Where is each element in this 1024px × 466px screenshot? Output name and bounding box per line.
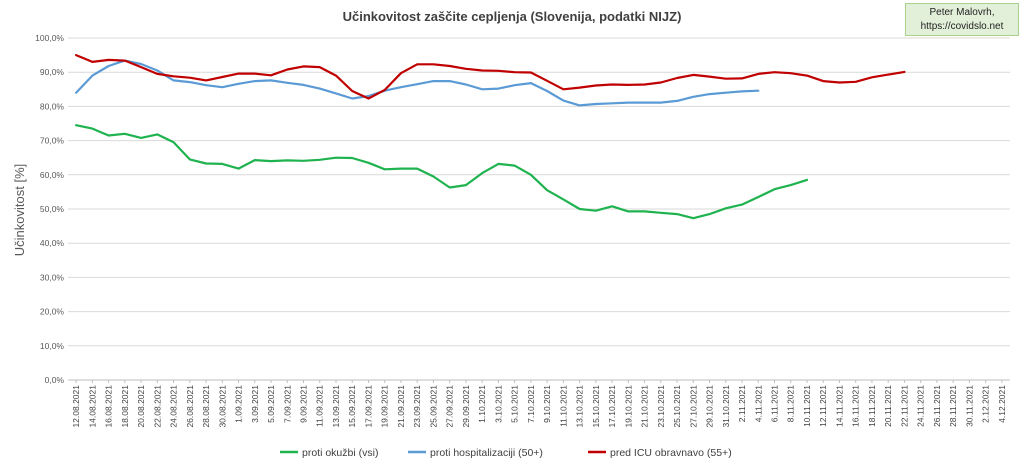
- x-tick-label: 20.08.2021: [136, 385, 146, 428]
- x-tick-label: 26.08.2021: [185, 385, 195, 428]
- x-tick-label: 30.08.2021: [217, 385, 227, 428]
- y-tick-label: 20,0%: [40, 307, 65, 317]
- credit-box: Peter Malovrh, https://covidslo.net: [905, 3, 1019, 36]
- x-tick-label: 15.09.2021: [347, 385, 357, 428]
- x-tick-label: 3.09.2021: [250, 385, 260, 423]
- x-tick-label: 20.11.2021: [883, 385, 893, 427]
- x-tick-label: 3.10.2021: [493, 385, 503, 423]
- y-tick-label: 70,0%: [40, 136, 65, 146]
- x-tick-label: 18.11.2021: [867, 385, 877, 427]
- y-axis-ticks: 0,0% 10,0% 20,0% 30,0% 40,0% 50,0% 60,0% 70,0% 8…: [35, 33, 64, 385]
- x-axis-ticks: 12.08.2021 14.08.2021 16.08.2021 18.08.2021…: [71, 380, 1007, 428]
- y-tick-label: 10,0%: [40, 341, 65, 351]
- gridlines: [68, 37, 1010, 381]
- x-tick-label: 5.09.2021: [266, 385, 276, 423]
- x-tick-label: 1.09.2021: [234, 385, 244, 423]
- x-tick-label: 4.11.2021: [753, 385, 763, 422]
- x-tick-label: 22.11.2021: [899, 385, 909, 427]
- series-lines: [75, 54, 906, 220]
- x-tick-label: 24.08.2021: [169, 385, 179, 428]
- credit-url: https://covidslo.net: [920, 21, 1004, 32]
- y-tick-label: 90,0%: [40, 67, 65, 77]
- x-tick-label: 9.09.2021: [299, 385, 309, 423]
- x-tick-label: 30.11.2021: [964, 385, 974, 427]
- x-tick-label: 18.08.2021: [120, 385, 130, 428]
- series-line-3: [75, 54, 906, 100]
- x-tick-label: 15.10.2021: [591, 385, 601, 428]
- x-tick-label: 17.10.2021: [607, 385, 617, 428]
- x-tick-label: 21.10.2021: [640, 385, 650, 428]
- x-tick-label: 25.10.2021: [672, 385, 682, 428]
- y-tick-label: 0,0%: [45, 375, 65, 385]
- y-tick-label: 60,0%: [40, 170, 65, 180]
- x-tick-label: 24.11.2021: [916, 385, 926, 427]
- x-tick-label: 7.10.2021: [526, 385, 536, 423]
- y-axis-label: Učinkovitost [%]: [12, 164, 27, 256]
- x-tick-label: 27.10.2021: [688, 385, 698, 428]
- x-tick-label: 11.10.2021: [558, 385, 568, 427]
- x-tick-label: 28.08.2021: [201, 385, 211, 428]
- y-tick-label: 30,0%: [40, 272, 65, 282]
- series-line-2: [75, 59, 760, 107]
- x-tick-label: 6.11.2021: [770, 385, 780, 422]
- y-tick-label: 100,0%: [35, 33, 64, 43]
- x-tick-label: 23.09.2021: [412, 385, 422, 428]
- x-tick-label: 19.10.2021: [623, 385, 633, 428]
- x-tick-label: 21.09.2021: [396, 385, 406, 428]
- x-tick-label: 9.10.2021: [542, 385, 552, 423]
- x-tick-label: 2.11.2021: [737, 385, 747, 422]
- legend-label: pred ICU obravnavo (55+): [610, 447, 732, 459]
- x-tick-label: 17.09.2021: [363, 385, 373, 428]
- x-tick-label: 31.10.2021: [721, 385, 731, 428]
- x-tick-label: 11.09.2021: [315, 385, 325, 427]
- series-line-1: [75, 124, 809, 220]
- legend: proti okužbi (vsi) proti hospitalizaciji …: [280, 447, 732, 459]
- x-tick-label: 4.12.2021: [997, 385, 1007, 423]
- x-tick-label: 5.10.2021: [510, 385, 520, 423]
- x-tick-label: 28.11.2021: [948, 385, 958, 427]
- x-tick-label: 8.11.2021: [786, 385, 796, 422]
- x-tick-label: 12.08.2021: [71, 385, 81, 428]
- x-tick-label: 16.08.2021: [104, 385, 114, 428]
- x-tick-label: 1.10.2021: [477, 385, 487, 423]
- x-tick-label: 16.11.2021: [851, 385, 861, 427]
- y-tick-label: 80,0%: [40, 101, 65, 111]
- x-tick-label: 22.08.2021: [152, 385, 162, 428]
- x-tick-label: 14.11.2021: [834, 385, 844, 427]
- x-tick-label: 29.10.2021: [705, 385, 715, 428]
- x-tick-label: 26.11.2021: [932, 385, 942, 427]
- x-tick-label: 7.09.2021: [282, 385, 292, 423]
- x-tick-label: 10.11.2021: [802, 385, 812, 427]
- x-tick-label: 14.08.2021: [87, 385, 97, 428]
- x-tick-label: 27.09.2021: [445, 385, 455, 428]
- chart-title: Učinkovitost zaščite cepljenja (Slovenij…: [343, 9, 682, 24]
- y-tick-label: 50,0%: [40, 204, 65, 214]
- credit-author: Peter Malovrh,: [929, 7, 995, 18]
- x-tick-label: 25.09.2021: [428, 385, 438, 428]
- x-tick-label: 13.10.2021: [575, 385, 585, 428]
- x-tick-label: 29.09.2021: [461, 385, 471, 428]
- x-tick-label: 12.11.2021: [818, 385, 828, 427]
- x-tick-label: 13.09.2021: [331, 385, 341, 428]
- legend-label: proti okužbi (vsi): [302, 447, 378, 459]
- y-tick-label: 40,0%: [40, 238, 65, 248]
- legend-label: proti hospitalizaciji (50+): [430, 447, 543, 459]
- x-tick-label: 23.10.2021: [656, 385, 666, 428]
- x-tick-label: 2.12.2021: [981, 385, 991, 423]
- x-tick-label: 19.09.2021: [380, 385, 390, 428]
